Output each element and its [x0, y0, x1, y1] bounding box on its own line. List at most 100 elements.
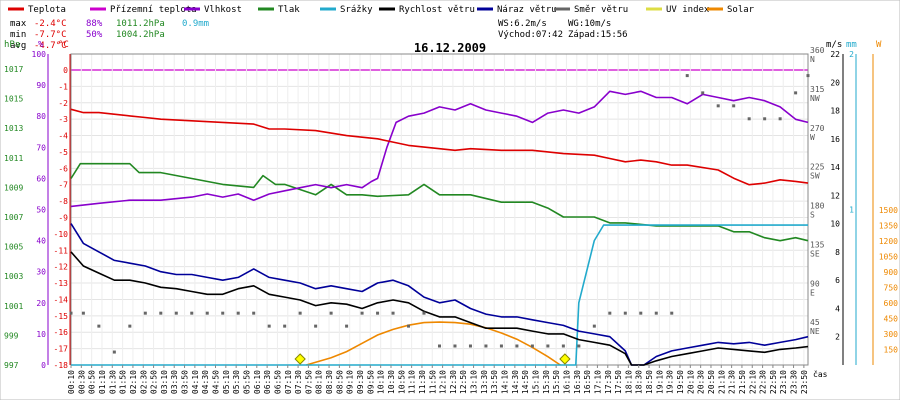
- axis-tick-hpa: 1003: [4, 272, 23, 281]
- x-tick-label: 13:50: [490, 370, 499, 394]
- wind-direction-point: [546, 344, 550, 348]
- axis-tick-ms: 14: [830, 163, 840, 172]
- wind-direction-point: [267, 324, 271, 328]
- axis-tick-temp: -16: [54, 328, 69, 337]
- axis-tick-temp: -11: [54, 246, 69, 255]
- chart-title: 16.12.2009: [414, 41, 486, 55]
- stats-max-rain: 0.9mm: [182, 19, 209, 29]
- axis-tick-w: 450: [884, 315, 899, 324]
- legend-label: Rychlost větru: [399, 5, 475, 15]
- x-tick-label: 01:50: [119, 370, 128, 394]
- axes: hPa1017101510131011100910071005100310019…: [4, 40, 898, 370]
- legend-label: Teplota: [28, 5, 66, 15]
- axis-tick-hpa: 1001: [4, 302, 23, 311]
- legend-label: Přízemní teplota: [110, 5, 197, 15]
- x-axis-label: čas: [813, 369, 828, 379]
- wind-direction-point: [732, 104, 736, 108]
- x-tick-label: 06:30: [263, 370, 272, 394]
- axis-tick-w: 600: [884, 299, 899, 308]
- x-tick-label: 23:10: [779, 370, 788, 394]
- x-tick-label: 07:50: [304, 370, 313, 394]
- axis-tick-temp: -6: [58, 164, 68, 173]
- axis-tick-pct: 100: [32, 50, 47, 59]
- axis-tick-ms: 6: [835, 276, 840, 285]
- wind-direction-point: [252, 311, 256, 315]
- axis-tick-dir: 315: [810, 85, 825, 94]
- series-temp: [70, 108, 809, 186]
- x-tick-label: 17:30: [604, 370, 613, 394]
- x-tick-label: 01:10: [98, 370, 107, 394]
- axis-unit-temp: °C: [58, 40, 69, 50]
- axis-tick-mm: 1: [849, 206, 854, 215]
- plot-area: [69, 74, 810, 366]
- x-tick-label: 11:50: [428, 370, 437, 394]
- x-tick-label: 04:10: [191, 370, 200, 394]
- axis-tick-w: 1500: [879, 206, 898, 215]
- axis-tick-w: 1050: [879, 253, 898, 262]
- stats-max-label: max: [10, 19, 27, 29]
- stats-sunrise: Východ:07:42: [498, 30, 563, 40]
- axis-tick-dir-letter: SW: [810, 172, 820, 181]
- axis-tick-temp: -5: [58, 148, 68, 157]
- wind-direction-point: [639, 311, 643, 315]
- axis-tick-dir: 270: [810, 124, 825, 133]
- x-tick-label: 16:30: [573, 370, 582, 394]
- wind-direction-point: [778, 117, 782, 121]
- wind-direction-point: [577, 344, 581, 348]
- stats-wg: WG:10m/s: [568, 19, 611, 29]
- x-tick-label: 17:10: [593, 370, 602, 394]
- axis-tick-hpa: 1015: [4, 95, 23, 104]
- axis-tick-pct: 20: [36, 299, 46, 308]
- x-tick-label: 23:50: [800, 370, 809, 394]
- x-tick-label: 02:10: [129, 370, 138, 394]
- axis-tick-ms: 16: [830, 135, 840, 144]
- axis-tick-hpa: 997: [4, 361, 19, 370]
- axis-unit-hpa: hPa: [4, 40, 20, 50]
- wind-direction-point: [128, 324, 132, 328]
- x-tick-label: 00:10: [67, 370, 76, 394]
- axis-tick-temp: -9: [58, 214, 68, 223]
- axis-tick-dir: 360: [810, 46, 825, 55]
- wind-direction-point: [236, 311, 240, 315]
- axis-tick-pct: 30: [36, 268, 46, 277]
- x-tick-label: 02:30: [139, 370, 148, 394]
- series-solar: [306, 321, 561, 366]
- wind-direction-point: [806, 74, 810, 78]
- wind-direction-point: [143, 311, 147, 315]
- stats-block: max -2.4°C 88% 1011.2hPa 0.9mm min -7.7°…: [10, 19, 628, 51]
- axis-tick-dir-letter: SE: [810, 249, 820, 258]
- grid: [70, 53, 809, 366]
- x-tick-label: 10:30: [387, 370, 396, 394]
- wind-direction-point: [654, 311, 658, 315]
- x-tick-label: 20:50: [707, 370, 716, 394]
- axis-tick-temp: 0: [63, 66, 68, 75]
- axis-tick-w: 1350: [879, 222, 898, 231]
- axis-tick-w: 1200: [879, 237, 898, 246]
- legend-label: Náraz větru: [497, 5, 557, 15]
- legend: Teplota Přízemní teplota Vlhkost Tlak Srážky…: [8, 5, 755, 15]
- wind-direction-point: [283, 324, 287, 328]
- legend-label: UV index: [666, 5, 710, 15]
- stats-avg-temp: -4.7°C: [34, 41, 67, 51]
- x-tick-label: 15:10: [531, 370, 540, 394]
- x-tick-label: 02:50: [150, 370, 159, 394]
- x-tick-label: 12:50: [459, 370, 468, 394]
- axis-tick-ms: 18: [830, 107, 840, 116]
- axis-tick-mm: 2: [849, 50, 854, 59]
- x-tick-label: 21:10: [717, 370, 726, 394]
- axis-tick-dir: 45: [810, 318, 820, 327]
- wind-direction-point: [499, 344, 503, 348]
- wind-direction-point: [159, 311, 163, 315]
- wind-direction-point: [205, 311, 209, 315]
- x-tick-label: 07:30: [294, 370, 303, 394]
- wind-direction-point: [515, 344, 519, 348]
- stats-ws: WS:6.2m/s: [498, 19, 547, 29]
- x-tick-label: 12:30: [449, 370, 458, 394]
- stats-min-press: 1004.2hPa: [116, 30, 165, 40]
- wind-direction-point: [530, 344, 534, 348]
- x-tick-label: 16:10: [562, 370, 571, 394]
- axis-tick-ms: 20: [830, 78, 840, 87]
- wind-direction-point: [422, 311, 426, 315]
- axis-tick-ms: 4: [835, 304, 840, 313]
